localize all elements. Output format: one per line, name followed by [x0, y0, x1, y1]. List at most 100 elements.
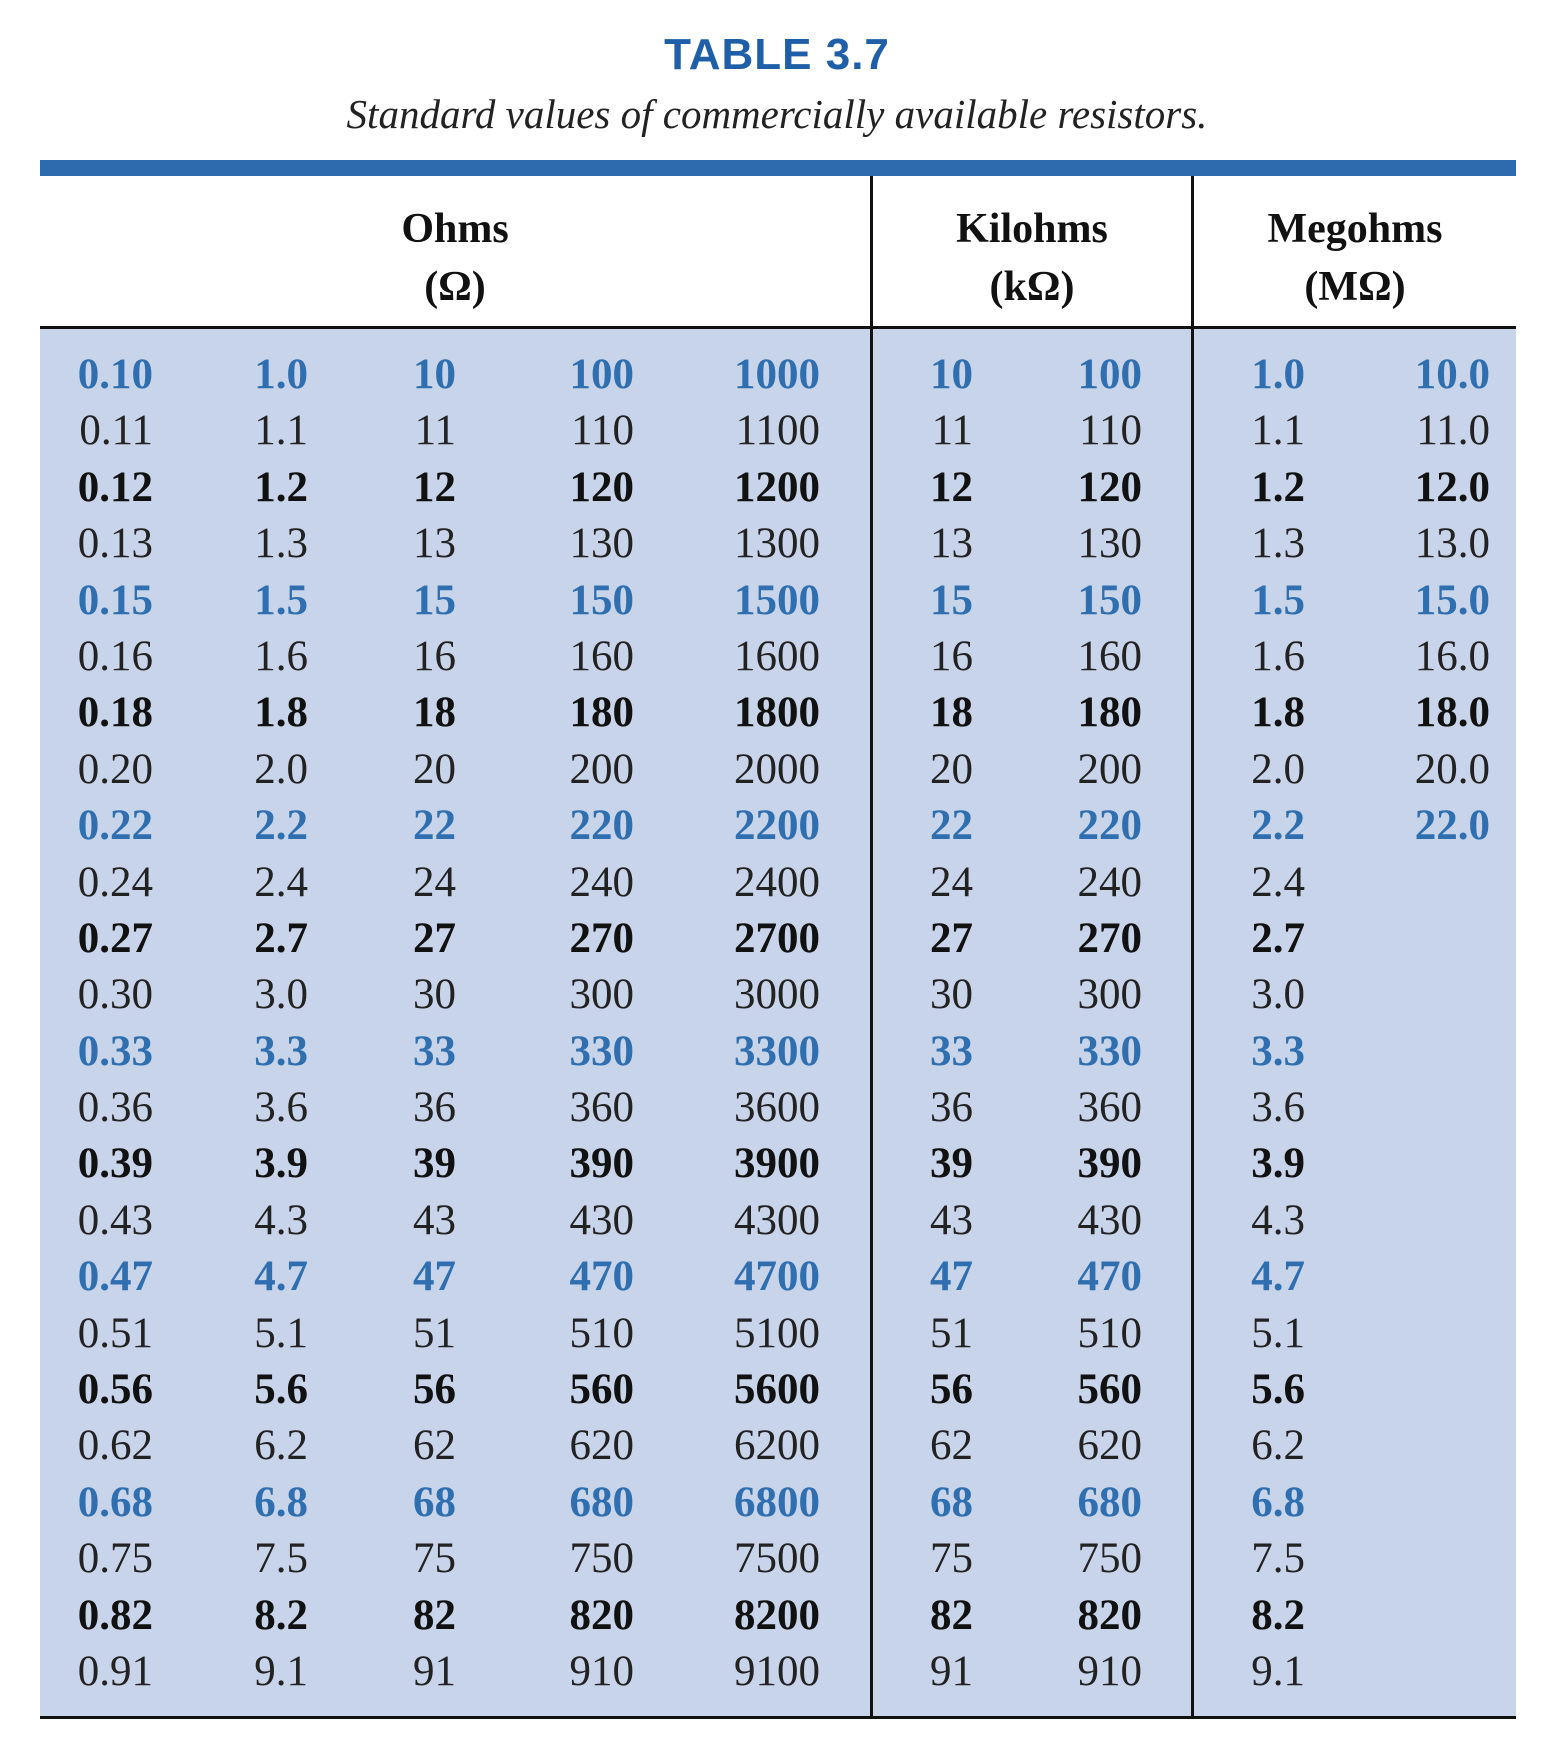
- value-cell: 20: [930, 745, 973, 793]
- value-cell: 4300: [734, 1196, 820, 1244]
- value-cell: 510: [569, 1309, 635, 1357]
- value-cell: 820: [569, 1591, 635, 1639]
- value-cell: 1800: [734, 689, 820, 737]
- value-cell: 360: [1077, 1084, 1143, 1132]
- value-cell: 3.6: [254, 1084, 308, 1132]
- value-cell: 510: [1077, 1309, 1143, 1357]
- value-cell: 270: [569, 914, 635, 962]
- value-cell: 12: [413, 463, 456, 511]
- value-cell: 1.2: [254, 463, 308, 511]
- value-cell: 0.68: [77, 1478, 153, 1526]
- value-cell: 750: [1077, 1535, 1143, 1583]
- value-cell: 150: [569, 576, 635, 624]
- value-cell: 1.6: [254, 632, 308, 680]
- value-cell: 18.0: [1414, 689, 1490, 737]
- value-cell: 1100: [735, 407, 820, 455]
- value-cell: 2000: [734, 745, 820, 793]
- value-cell: 0.16: [77, 632, 153, 680]
- value-cell: 3.0: [254, 971, 308, 1019]
- value-cell: 560: [1077, 1366, 1143, 1414]
- value-cell: 1.3: [254, 520, 308, 568]
- value-cell: 390: [1077, 1140, 1143, 1188]
- value-cell: 620: [569, 1422, 635, 1470]
- value-cell: 12: [930, 463, 973, 511]
- value-cell: 0.39: [77, 1140, 153, 1188]
- value-cell: 6200: [734, 1422, 820, 1470]
- value-cell: 130: [569, 520, 635, 568]
- value-cell: 11: [414, 407, 456, 455]
- value-cell: 5.6: [254, 1366, 308, 1414]
- value-cell: 1.5: [1251, 576, 1305, 624]
- value-cell: 30: [413, 971, 456, 1019]
- value-cell: 15: [413, 576, 456, 624]
- value-cell: 22: [413, 802, 456, 850]
- value-cell: 7500: [734, 1535, 820, 1583]
- value-cell: 6.2: [254, 1422, 308, 1470]
- value-cell: 0.43: [77, 1196, 153, 1244]
- value-cell: 5.1: [1251, 1309, 1305, 1357]
- header-megohms-name: Megohms: [1267, 206, 1443, 252]
- bottom-rule: [40, 1716, 1516, 1719]
- value-cell: 0.11: [79, 407, 153, 455]
- value-cell: 39: [930, 1140, 973, 1188]
- value-cell: 2.4: [1251, 858, 1305, 906]
- value-cell: 9.1: [254, 1647, 308, 1695]
- value-cell: 4700: [734, 1253, 820, 1301]
- value-cell: 0.22: [77, 802, 153, 850]
- value-cell: 0.91: [77, 1647, 153, 1695]
- value-cell: 3000: [734, 971, 820, 1019]
- header-kilohms-name: Kilohms: [956, 206, 1108, 252]
- value-cell: 22.0: [1414, 802, 1490, 850]
- value-cell: 1.0: [1251, 351, 1305, 398]
- value-cell: 160: [569, 632, 635, 680]
- value-cell: 4.3: [254, 1196, 308, 1244]
- value-cell: 270: [1077, 914, 1143, 962]
- value-cell: 4.3: [1251, 1196, 1305, 1244]
- value-cell: 390: [569, 1140, 635, 1188]
- divider-kilohms-megohms: [1191, 176, 1194, 1716]
- value-cell: 1500: [734, 576, 820, 624]
- value-cell: 0.30: [77, 971, 153, 1019]
- value-cell: 3.6: [1251, 1084, 1305, 1132]
- value-cell: 680: [569, 1478, 635, 1526]
- value-cell: 10: [413, 351, 456, 398]
- value-cell: 1.5: [254, 576, 308, 624]
- top-rule: [40, 160, 1516, 176]
- value-cell: 24: [413, 858, 456, 906]
- value-cell: 18: [413, 689, 456, 737]
- value-cell: 16.0: [1414, 632, 1490, 680]
- value-cell: 160: [1077, 632, 1143, 680]
- value-cell: 0.12: [77, 463, 153, 511]
- value-cell: 0.15: [77, 576, 153, 624]
- value-cell: 220: [1077, 802, 1143, 850]
- value-cell: 27: [930, 914, 973, 962]
- value-cell: 91: [930, 1647, 973, 1695]
- value-cell: 51: [930, 1309, 973, 1357]
- header-kilohms: Kilohms (kΩ): [873, 200, 1191, 316]
- value-cell: 150: [1077, 576, 1143, 624]
- value-cell: 8.2: [1251, 1591, 1305, 1639]
- value-cell: 620: [1077, 1422, 1143, 1470]
- value-cell: 180: [569, 689, 635, 737]
- value-cell: 0.24: [77, 858, 153, 906]
- value-cell: 300: [569, 971, 635, 1019]
- value-cell: 3900: [734, 1140, 820, 1188]
- value-cell: 30: [930, 971, 973, 1019]
- value-cell: 750: [569, 1535, 635, 1583]
- value-cell: 33: [413, 1027, 456, 1075]
- value-cell: 13: [413, 520, 456, 568]
- value-cell: 75: [413, 1535, 456, 1583]
- value-cell: 15.0: [1414, 576, 1490, 624]
- value-column: 0.10 0.11 0.12 0.13 0.15 0.16 0.18 0.20 0.22 0.24…: [0, 347, 153, 1700]
- value-cell: 4.7: [1251, 1253, 1305, 1301]
- value-cell: 56: [930, 1366, 973, 1414]
- value-cell: 0.75: [77, 1535, 153, 1583]
- value-cell: 7.5: [254, 1535, 308, 1583]
- value-cell: 10.0: [1414, 351, 1490, 398]
- value-cell: 2200: [734, 802, 820, 850]
- value-cell: 20: [413, 745, 456, 793]
- value-cell: 0.10: [77, 351, 153, 398]
- value-cell: 680: [1077, 1478, 1143, 1526]
- value-cell: 1.6: [1251, 632, 1305, 680]
- value-cell: 36: [413, 1084, 456, 1132]
